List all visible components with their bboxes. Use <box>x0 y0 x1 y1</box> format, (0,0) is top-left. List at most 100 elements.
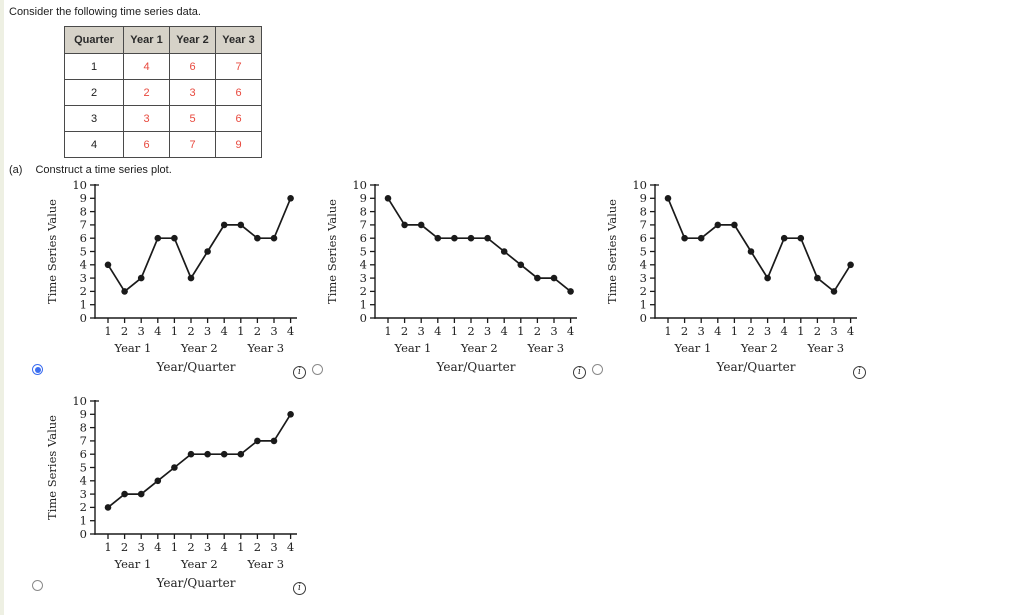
x-tick-label: 4 <box>287 324 294 338</box>
data-point <box>237 450 245 458</box>
value-cell: 6 <box>169 53 216 80</box>
data-point <box>204 450 211 458</box>
data-point <box>287 411 294 418</box>
x-tick-label: 4 <box>781 324 788 338</box>
data-point <box>847 261 854 269</box>
year-group-label: Year 2 <box>180 557 218 571</box>
x-tick-label: 2 <box>121 324 128 338</box>
x-tick-label: 3 <box>138 324 145 338</box>
page-left-accent <box>0 0 4 615</box>
table-header-cell: Year 1 <box>123 26 170 54</box>
y-tick-label: 7 <box>640 218 647 232</box>
y-axis-title: Time Series Value <box>45 199 59 304</box>
question-intro: Consider the following time series data. <box>9 6 201 18</box>
value-cell: 5 <box>169 105 216 132</box>
y-axis-title: Time Series Value <box>605 199 619 304</box>
data-point <box>154 234 162 242</box>
data-point <box>237 221 245 229</box>
y-tick-label: 7 <box>80 434 87 448</box>
data-point <box>484 234 491 242</box>
y-tick-label: 9 <box>360 191 367 205</box>
data-point <box>451 234 458 242</box>
x-tick-label: 2 <box>254 540 261 554</box>
x-tick-label: 2 <box>254 324 261 338</box>
y-tick-label: 8 <box>360 204 367 218</box>
y-tick-label: 4 <box>80 258 87 272</box>
data-point <box>171 464 178 471</box>
value-cell: 7 <box>215 53 262 80</box>
y-tick-label: 6 <box>80 231 87 245</box>
x-tick-label: 1 <box>237 324 244 338</box>
data-point <box>417 221 425 229</box>
part-a-label: (a) <box>9 164 23 176</box>
data-point <box>517 261 525 269</box>
data-point <box>204 248 211 255</box>
option-c-info-icon[interactable]: i <box>853 366 866 379</box>
value-cell: 9 <box>215 131 262 158</box>
y-tick-label: 7 <box>80 218 87 232</box>
y-tick-label: 5 <box>360 244 367 258</box>
y-axis-title: Time Series Value <box>45 415 59 520</box>
quarter-cell: 1 <box>64 53 124 80</box>
option-a-radio[interactable] <box>32 364 43 375</box>
y-tick-label: 5 <box>640 244 647 258</box>
table-header-cell: Year 2 <box>169 26 216 54</box>
year-group-label: Year 1 <box>114 341 152 355</box>
year-group-label: Year 3 <box>246 557 284 571</box>
data-point <box>287 195 294 202</box>
year-group-label: Year 2 <box>740 341 778 355</box>
x-tick-label: 1 <box>104 540 111 554</box>
quarter-cell: 2 <box>64 79 124 106</box>
value-cell: 2 <box>123 79 170 106</box>
x-tick-label: 2 <box>121 540 128 554</box>
value-cell: 7 <box>169 131 216 158</box>
value-cell: 6 <box>215 105 262 132</box>
data-point <box>137 490 145 498</box>
data-point <box>104 261 112 269</box>
y-tick-label: 3 <box>80 487 87 501</box>
y-tick-label: 9 <box>80 407 87 421</box>
option-b-block: 0 1 2 3 4 5 6 7 8 9 10 1 2 3 4 1 2 3 4 1 2 3 4 Year 1 Year 2 Year… <box>306 178 586 379</box>
data-point <box>401 221 408 229</box>
series-line <box>667 197 852 293</box>
option-d-info-icon[interactable]: i <box>293 582 306 595</box>
x-axis-title: Year/Quarter <box>155 360 235 374</box>
answer-options: 0 1 2 3 4 5 6 7 8 9 10 1 2 3 4 1 2 3 4 1 2 3 4 Year 1 Year 2 Year… <box>26 178 926 595</box>
table-header-cell: Year 3 <box>215 26 262 54</box>
option-d-radio[interactable] <box>32 580 43 591</box>
quarter-cell: 4 <box>64 131 124 158</box>
y-tick-label: 3 <box>80 271 87 285</box>
x-tick-label: 2 <box>534 324 541 338</box>
value-cell: 3 <box>123 105 170 132</box>
series-line <box>107 413 292 509</box>
data-point <box>747 248 755 255</box>
data-point <box>714 221 722 229</box>
x-tick-label: 3 <box>270 324 277 338</box>
x-tick-label: 1 <box>384 324 391 338</box>
x-tick-label: 4 <box>287 540 294 554</box>
year-group-label: Year 1 <box>394 341 432 355</box>
y-tick-label: 5 <box>80 244 87 258</box>
y-tick-label: 2 <box>360 284 367 298</box>
data-point <box>137 274 145 282</box>
x-tick-label: 3 <box>550 324 557 338</box>
option-c-radio[interactable] <box>592 364 603 375</box>
option-a-info-icon[interactable]: i <box>293 366 306 379</box>
data-point <box>780 234 788 242</box>
y-tick-label: 0 <box>640 311 647 325</box>
data-point <box>220 221 228 229</box>
x-axis-title: Year/Quarter <box>715 360 795 374</box>
x-tick-label: 3 <box>830 324 837 338</box>
x-tick-label: 1 <box>171 324 178 338</box>
x-tick-label: 3 <box>484 324 491 338</box>
x-tick-label: 3 <box>698 324 705 338</box>
data-point <box>664 195 672 202</box>
table-header-cell: Quarter <box>64 26 124 54</box>
option-b-info-icon[interactable]: i <box>573 366 586 379</box>
y-tick-label: 2 <box>80 500 87 514</box>
option-b-radio[interactable] <box>312 364 323 375</box>
y-tick-label: 9 <box>640 191 647 205</box>
